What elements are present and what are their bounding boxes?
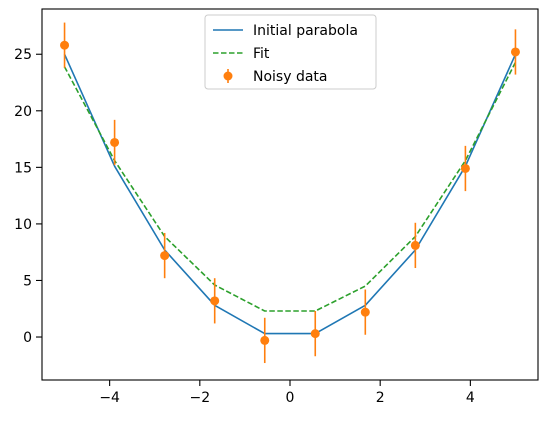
series-line-1 bbox=[63, 61, 517, 312]
data-point-6 bbox=[360, 307, 370, 317]
series-layer bbox=[60, 22, 520, 364]
legend-marker-point bbox=[223, 71, 233, 81]
y-tick-label-0: 0 bbox=[23, 330, 32, 346]
data-point-0 bbox=[60, 40, 70, 50]
x-tick-label-4: 4 bbox=[466, 390, 475, 406]
y-tick-label-2: 10 bbox=[14, 217, 32, 233]
data-point-2 bbox=[160, 251, 170, 261]
y-tick-label-4: 20 bbox=[14, 104, 32, 120]
x-tick-label-0: −4 bbox=[99, 390, 120, 406]
legend-label-0: Initial parabola bbox=[253, 23, 358, 39]
data-point-7 bbox=[410, 240, 420, 250]
legend-label-2: Noisy data bbox=[253, 69, 328, 85]
y-tick-label-3: 15 bbox=[14, 160, 32, 176]
data-point-1 bbox=[110, 137, 120, 147]
y-tick-label-1: 5 bbox=[23, 273, 32, 289]
data-point-4 bbox=[260, 335, 270, 345]
data-point-5 bbox=[310, 329, 320, 339]
x-tick-label-2: 0 bbox=[286, 390, 295, 406]
data-point-9 bbox=[510, 47, 520, 57]
legend: Initial parabola Fit Noisy data bbox=[204, 14, 377, 90]
legend-box bbox=[204, 14, 377, 90]
x-tick-label-1: −2 bbox=[189, 390, 210, 406]
data-point-8 bbox=[460, 163, 470, 173]
data-point-3 bbox=[210, 296, 220, 306]
series-line-0 bbox=[63, 53, 517, 335]
y-tick-label-5: 25 bbox=[14, 47, 32, 63]
axes-layer: −4 −2 0 2 4 0 5 10 15 20 25 bbox=[14, 8, 539, 406]
x-tick-label-3: 2 bbox=[376, 390, 385, 406]
legend-label-1: Fit bbox=[253, 46, 270, 62]
